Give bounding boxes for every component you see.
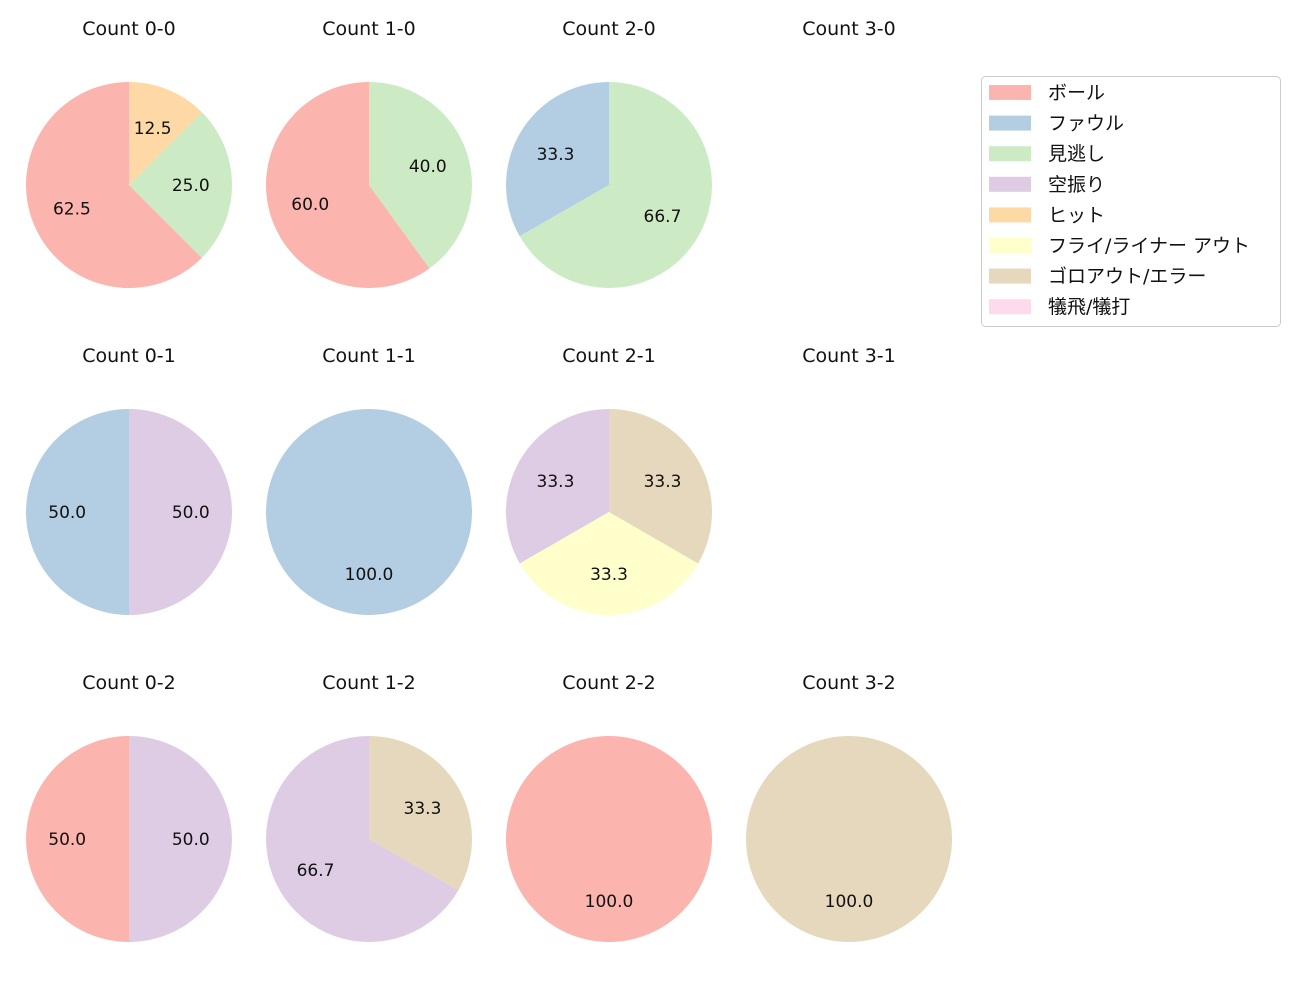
legend-swatch	[989, 299, 1031, 314]
pie-chart: Count 0-2 50.0 50.0	[26, 672, 232, 942]
pie-title: Count 3-2	[802, 672, 896, 694]
slice-label: 100.0	[345, 565, 394, 585]
slice-label: 25.0	[172, 176, 210, 196]
pie-title: Count 0-0	[82, 18, 176, 40]
slice-label: 12.5	[134, 119, 172, 139]
pie-title: Count 0-2	[82, 672, 176, 694]
pie-chart: Count 3-0	[802, 18, 896, 40]
pie-chart-grid: Count 0-062.525.012.5Count 1-060.040.0Co…	[0, 0, 1300, 1000]
slice-label: 40.0	[409, 157, 447, 177]
slice-label: 62.5	[53, 200, 91, 220]
legend-box	[982, 77, 1281, 327]
slice-label: 100.0	[585, 892, 634, 912]
pie-chart: Count 1-0 60.0 40.0	[266, 18, 472, 288]
pie-chart: Count 0-0 62.5 25.0 12.5	[26, 18, 232, 288]
pie-title: Count 2-2	[562, 672, 656, 694]
slice-label: 50.0	[48, 830, 86, 850]
legend-label: ヒット	[1048, 204, 1105, 226]
slice-label: 33.3	[537, 472, 575, 492]
slice-label: 66.7	[297, 861, 335, 881]
legend-label: 空振り	[1048, 174, 1105, 196]
legend-label: ボール	[1048, 82, 1105, 104]
slice-label: 33.3	[537, 145, 575, 165]
pie-chart: Count 2-2 100.0	[506, 672, 712, 942]
legend-label: フライ/ライナー アウト	[1048, 235, 1250, 257]
legend-label: ファウル	[1048, 113, 1124, 135]
slice-label: 50.0	[48, 503, 86, 523]
pie-chart: Count 2-0 33.3 66.7	[506, 18, 712, 288]
pie-chart: Count 1-1 100.0	[266, 345, 472, 615]
pie-chart: Count 1-2 66.7 33.3	[266, 672, 472, 942]
slice-label: 50.0	[172, 830, 210, 850]
pie-title: Count 1-2	[322, 672, 416, 694]
pie-title: Count 1-0	[322, 18, 416, 40]
legend-swatch	[989, 85, 1031, 100]
legend-swatch	[989, 177, 1031, 192]
slice-label: 33.3	[644, 472, 682, 492]
legend-swatch	[989, 238, 1031, 253]
pie-title: Count 3-0	[802, 18, 896, 40]
legend-swatch	[989, 146, 1031, 161]
slice-label: 33.3	[590, 565, 628, 585]
pie-chart: Count 0-1 50.0 50.0	[26, 345, 232, 615]
slice-label: 60.0	[291, 195, 329, 215]
pie-chart: Count 2-1 33.3 33.3 33.3	[506, 345, 712, 615]
slice-label: 33.3	[404, 799, 442, 819]
pie-chart: Count 3-2 100.0	[746, 672, 952, 942]
legend-label: 見逃し	[1048, 143, 1105, 165]
slice-label: 100.0	[825, 892, 874, 912]
pie-title: Count 2-1	[562, 345, 656, 367]
legend-swatch	[989, 116, 1031, 131]
legend-label: 犠飛/犠打	[1048, 296, 1130, 318]
slice-label: 50.0	[172, 503, 210, 523]
pie-title: Count 3-1	[802, 345, 896, 367]
pie-title: Count 1-1	[322, 345, 416, 367]
pie-title: Count 0-1	[82, 345, 176, 367]
legend-swatch	[989, 207, 1031, 222]
legend-swatch	[989, 269, 1031, 284]
legend-label: ゴロアウト/エラー	[1048, 266, 1206, 288]
pie-chart: Count 3-1	[802, 345, 896, 367]
slice-label: 66.7	[644, 207, 682, 227]
pie-title: Count 2-0	[562, 18, 656, 40]
